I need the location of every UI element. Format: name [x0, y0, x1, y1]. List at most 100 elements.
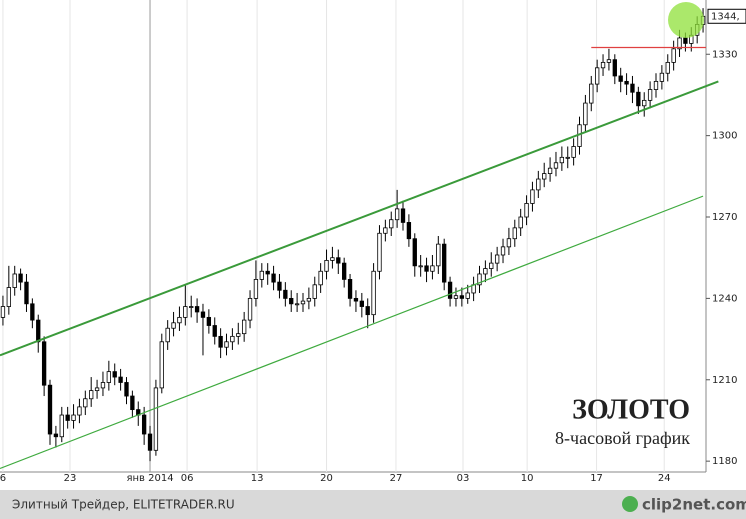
candle-body — [489, 262, 494, 269]
candle-body — [53, 433, 59, 438]
candle-body — [0, 306, 6, 318]
candle-body — [506, 238, 512, 248]
candle-body — [30, 303, 35, 321]
candle-body — [536, 178, 541, 191]
candle-body — [218, 335, 223, 348]
candle-body — [565, 156, 570, 159]
candle-body — [353, 297, 359, 302]
candle-body — [500, 246, 506, 256]
candle-body — [336, 257, 341, 264]
x-tick-label: 24 — [658, 473, 671, 484]
candle-body — [83, 398, 88, 408]
candle-body — [683, 37, 688, 44]
candle-body — [371, 270, 376, 316]
x-tick-label: 27 — [390, 473, 403, 484]
candle-body — [600, 61, 606, 69]
candle-body — [612, 59, 617, 77]
last-price-box — [707, 8, 746, 24]
highlight-circle — [668, 2, 704, 38]
candle-body — [265, 270, 270, 275]
candle-body — [647, 89, 653, 101]
candle-body — [389, 219, 394, 229]
candle-body — [189, 306, 194, 308]
candle-body — [447, 281, 453, 299]
candle-body — [6, 287, 11, 307]
candle-body — [271, 273, 276, 283]
candle-body — [77, 406, 82, 416]
candle-body — [300, 300, 306, 305]
candle-body — [47, 384, 53, 435]
candle-body — [594, 67, 600, 85]
candle-body — [247, 297, 253, 321]
candle-body — [477, 273, 482, 286]
candle-body — [94, 387, 100, 392]
candle-body — [671, 48, 676, 63]
candle-body — [177, 316, 182, 324]
candle-body — [436, 243, 441, 267]
x-tick-label: 20 — [320, 473, 333, 484]
x-tick-label: 03 — [457, 473, 470, 484]
y-tick-label: 1240 — [712, 293, 737, 304]
candle-body — [412, 238, 417, 267]
x-tick-label: 10 — [521, 473, 534, 484]
candle-body — [589, 83, 594, 104]
candle-body — [200, 311, 206, 318]
candle-body — [453, 295, 459, 299]
candle-body — [289, 297, 294, 305]
candle-body — [430, 265, 435, 272]
candle-body — [277, 281, 282, 291]
candle-body — [424, 265, 429, 272]
candle-body — [171, 322, 176, 329]
y-tick-label: 1300 — [712, 131, 737, 142]
candle-body — [89, 390, 94, 400]
candle-body — [465, 292, 470, 299]
candle-body — [124, 382, 129, 397]
candle-body — [12, 273, 17, 288]
candle-body — [365, 306, 370, 316]
candle-body — [112, 371, 117, 378]
x-tick-label: 6 — [0, 473, 6, 484]
candle-body — [459, 295, 465, 299]
candle-body — [41, 341, 47, 386]
trend-line — [0, 195, 704, 470]
candle-body — [559, 156, 565, 164]
candle-body — [330, 257, 335, 261]
candle-body — [583, 102, 588, 126]
candle-body — [653, 80, 659, 90]
footer-right: clip2net.com — [642, 496, 746, 514]
candle-body — [530, 189, 535, 204]
candle-body — [224, 341, 229, 348]
candle-body — [642, 99, 647, 107]
candle-body — [677, 37, 682, 50]
y-tick-label: 1270 — [712, 212, 737, 223]
candle-body — [312, 284, 317, 299]
chart-subtitle: 8-часовой график — [555, 428, 690, 448]
candle-body — [306, 297, 312, 302]
x-tick-label: янв 2014 — [126, 473, 173, 484]
candle-body — [194, 306, 200, 313]
candle-body — [518, 216, 523, 229]
candle-body — [418, 265, 423, 268]
candle-body — [283, 289, 288, 299]
candle-body — [183, 306, 188, 318]
candle-body — [359, 300, 364, 307]
candle-body — [141, 414, 147, 435]
candle-body — [71, 414, 76, 421]
y-tick-label: 1330 — [712, 49, 737, 60]
candle-body — [665, 61, 670, 74]
candle-body — [606, 59, 612, 63]
candle-body — [618, 75, 623, 82]
candle-body — [483, 268, 488, 275]
candle-body — [259, 270, 264, 280]
candle-body — [342, 262, 347, 280]
candle-body — [636, 91, 641, 107]
candle-body — [36, 319, 41, 343]
candle-body — [153, 387, 159, 451]
candle-body — [347, 279, 353, 299]
trend-line — [0, 80, 719, 357]
candle-body — [324, 260, 329, 272]
candle-body — [253, 279, 259, 299]
candle-body — [377, 232, 382, 272]
candle-body — [212, 325, 217, 337]
